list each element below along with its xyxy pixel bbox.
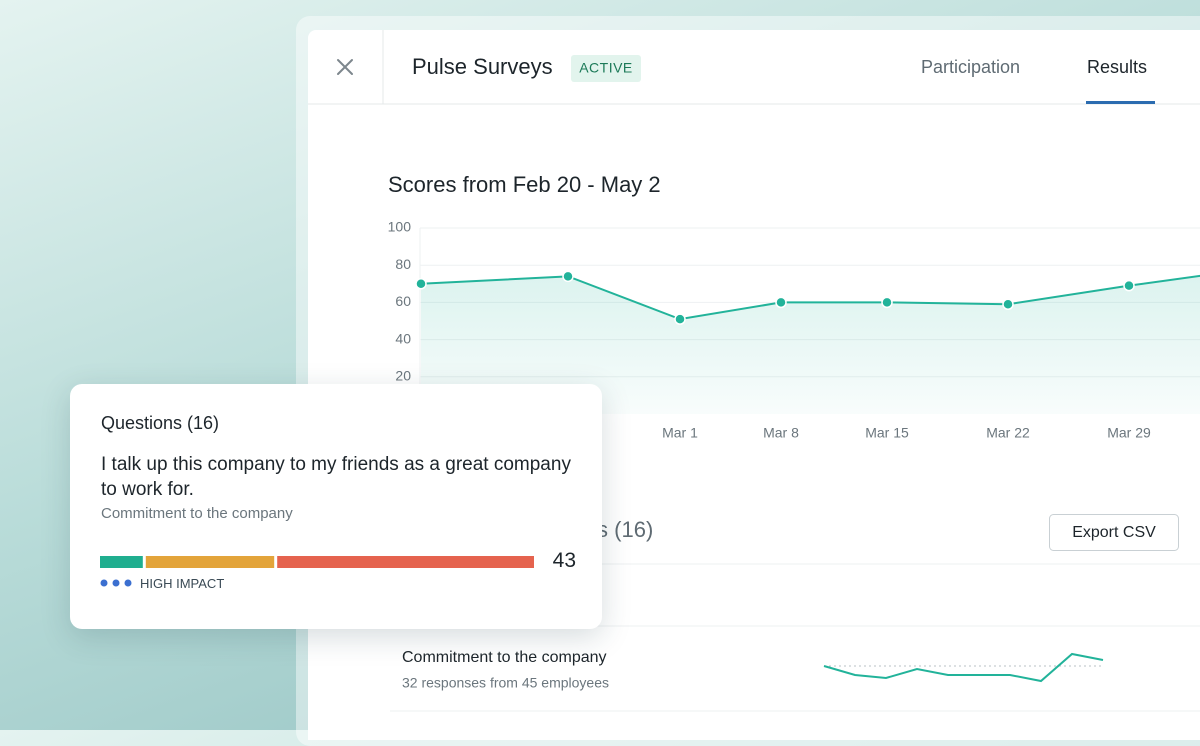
point	[1123, 279, 1135, 292]
sparkline	[823, 652, 1104, 683]
badge: ACTIVE	[579, 60, 633, 76]
point	[415, 278, 427, 290]
row-title: Commitment to the company	[402, 649, 607, 666]
question-category: Commitment to the company	[101, 505, 293, 522]
impact-label: HIGH IMPACT	[140, 576, 225, 591]
title: Pulse Surveys	[412, 54, 553, 79]
y-tick-label: 60	[395, 293, 411, 309]
point	[775, 296, 787, 309]
y-tick-label: 40	[395, 330, 411, 346]
x-tick-label: Mar 8	[763, 425, 799, 441]
tab-underline	[1086, 101, 1155, 104]
close-button[interactable]	[337, 59, 353, 75]
bar-segment	[277, 556, 534, 568]
line	[420, 274, 1200, 321]
row-subtitle: 32 responses from 45 employees	[402, 675, 609, 691]
x-tick-label: Mar 15	[865, 425, 909, 441]
x-tick-label: Mar 29	[1107, 425, 1151, 441]
page: 20 40 60 80 100 Mar 1 Mar 8 Mar 15 Mar 22 Mar 29 …	[0, 0, 1200, 730]
tab[interactable]: Results	[1087, 57, 1147, 77]
impact-dot	[124, 579, 132, 587]
y-tick-label: 20	[395, 368, 411, 384]
export-button[interactable]	[1049, 514, 1179, 551]
impact-bar	[100, 556, 534, 587]
y-tick-label: 100	[388, 219, 412, 235]
point	[881, 296, 893, 309]
impact-dot	[112, 579, 120, 587]
export-label[interactable]: Export CSV	[1072, 524, 1156, 541]
question-card[interactable]: Questions (16) I talk up this company to…	[70, 384, 602, 629]
point	[674, 313, 686, 325]
area	[421, 275, 1200, 414]
bar-segment	[145, 556, 275, 568]
score: 43	[552, 549, 576, 572]
x-tick-label: Mar 1	[662, 425, 698, 441]
question: I talk up this company to my friends as …	[101, 454, 571, 500]
chart-title: Scores from Feb 20 - May 2	[388, 172, 661, 197]
point	[562, 270, 574, 283]
x-tick-label: Mar 22	[986, 425, 1030, 441]
tab[interactable]: Participation	[921, 57, 1020, 77]
impact-dot	[100, 579, 108, 587]
bar-segment	[100, 556, 143, 568]
point	[1002, 298, 1014, 311]
y-tick-label: 80	[395, 256, 411, 272]
badge-bg	[571, 55, 641, 82]
card-heading: Questions (16)	[101, 413, 220, 433]
